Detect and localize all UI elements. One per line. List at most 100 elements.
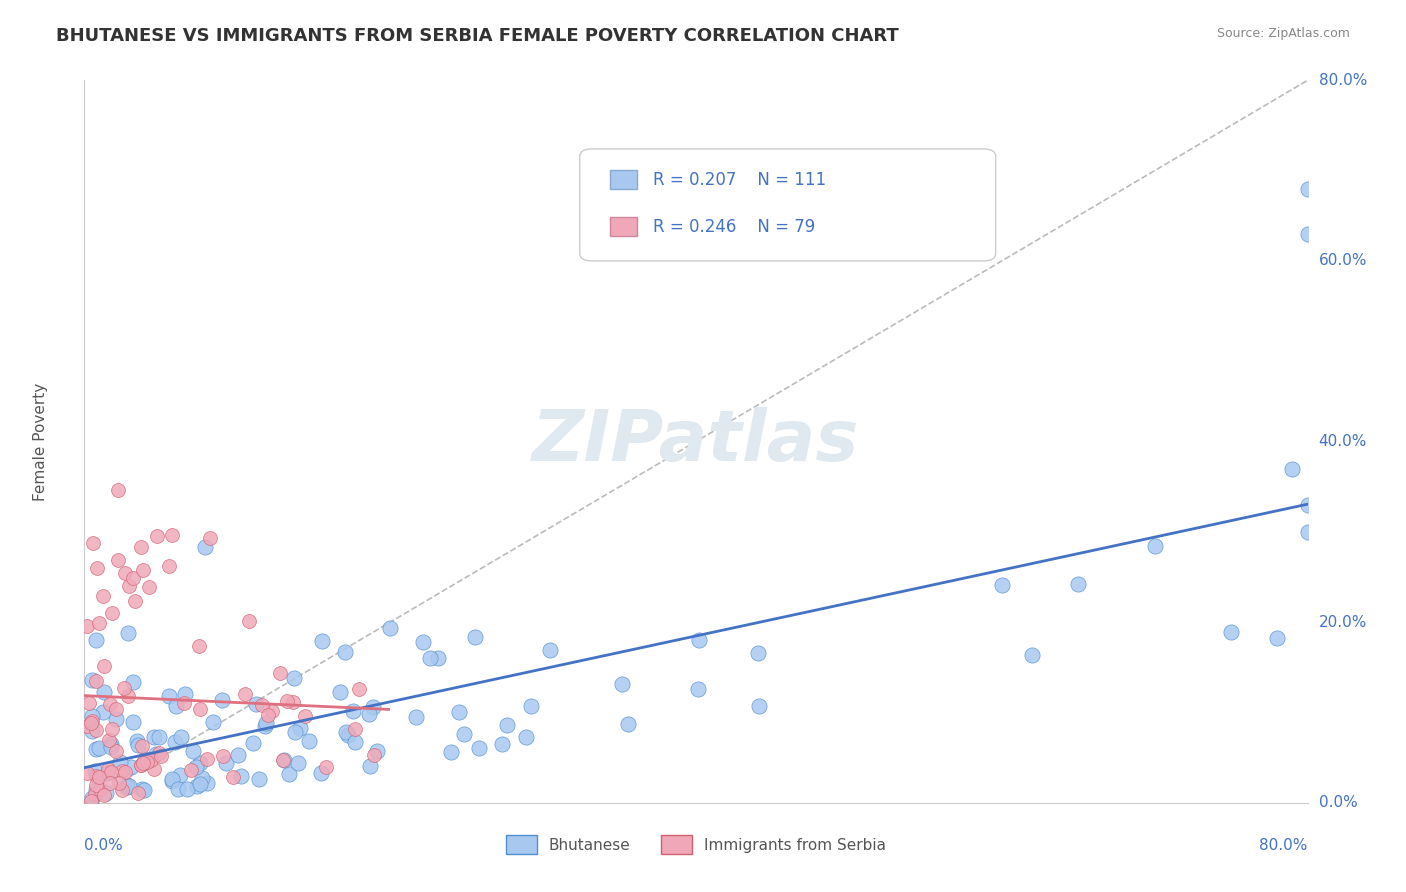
Bhutanese bbox=[84, 632, 107, 647]
Bhutanese bbox=[1143, 539, 1166, 553]
Bhutanese bbox=[201, 714, 224, 729]
Bhutanese bbox=[453, 727, 475, 741]
Text: 40.0%: 40.0% bbox=[1319, 434, 1367, 449]
Bhutanese bbox=[83, 764, 105, 778]
Bhutanese bbox=[686, 681, 709, 696]
Bhutanese bbox=[1265, 631, 1288, 645]
Bhutanese bbox=[195, 776, 218, 790]
Bhutanese bbox=[121, 714, 143, 729]
Bhutanese bbox=[273, 753, 295, 767]
Bhutanese bbox=[1067, 577, 1090, 591]
Bhutanese bbox=[515, 730, 537, 744]
Bhutanese bbox=[467, 741, 489, 756]
Bhutanese bbox=[165, 698, 187, 713]
Bhutanese bbox=[91, 705, 114, 719]
Immigrants from Serbia bbox=[127, 786, 149, 800]
Text: Source: ZipAtlas.com: Source: ZipAtlas.com bbox=[1216, 27, 1350, 40]
Bhutanese bbox=[495, 718, 517, 732]
Bhutanese bbox=[747, 646, 769, 660]
Immigrants from Serbia bbox=[141, 752, 163, 766]
Immigrants from Serbia bbox=[188, 702, 211, 716]
Bhutanese bbox=[174, 687, 197, 701]
Bhutanese bbox=[211, 692, 233, 706]
Text: 80.0%: 80.0% bbox=[1319, 73, 1367, 87]
Immigrants from Serbia bbox=[80, 716, 103, 731]
Bhutanese bbox=[134, 752, 156, 766]
Bhutanese bbox=[284, 725, 307, 739]
Immigrants from Serbia bbox=[82, 536, 104, 550]
Bhutanese bbox=[229, 769, 252, 783]
Immigrants from Serbia bbox=[118, 579, 141, 593]
Immigrants from Serbia bbox=[107, 553, 129, 567]
Immigrants from Serbia bbox=[108, 776, 131, 790]
Immigrants from Serbia bbox=[83, 787, 105, 801]
Bhutanese bbox=[1220, 624, 1243, 639]
Bhutanese bbox=[359, 758, 381, 772]
Immigrants from Serbia bbox=[124, 593, 146, 607]
Immigrants from Serbia bbox=[187, 639, 209, 653]
Bhutanese bbox=[132, 782, 155, 797]
Immigrants from Serbia bbox=[157, 559, 180, 574]
Immigrants from Serbia bbox=[104, 744, 127, 758]
Bhutanese bbox=[160, 774, 183, 789]
Bhutanese bbox=[1296, 227, 1319, 241]
Immigrants from Serbia bbox=[131, 739, 153, 754]
Immigrants from Serbia bbox=[129, 757, 152, 772]
Immigrants from Serbia bbox=[93, 788, 115, 802]
Immigrants from Serbia bbox=[114, 566, 136, 581]
Bhutanese bbox=[520, 699, 543, 714]
FancyBboxPatch shape bbox=[579, 149, 995, 260]
Bhutanese bbox=[1296, 498, 1319, 512]
Bhutanese bbox=[311, 634, 333, 648]
Bhutanese bbox=[100, 740, 122, 755]
Bhutanese bbox=[357, 707, 380, 722]
Bhutanese bbox=[176, 781, 198, 796]
Immigrants from Serbia bbox=[76, 619, 98, 633]
Bhutanese bbox=[253, 719, 276, 733]
Bhutanese bbox=[1021, 648, 1043, 663]
Immigrants from Serbia bbox=[84, 723, 107, 737]
Bhutanese bbox=[226, 748, 249, 763]
Immigrants from Serbia bbox=[84, 674, 107, 689]
Bhutanese bbox=[440, 745, 463, 759]
Bhutanese bbox=[86, 782, 108, 797]
Bhutanese bbox=[170, 730, 193, 744]
Bhutanese bbox=[127, 734, 149, 748]
Bhutanese bbox=[157, 689, 180, 703]
Immigrants from Serbia bbox=[132, 563, 155, 577]
Bhutanese bbox=[143, 730, 166, 744]
Immigrants from Serbia bbox=[271, 753, 294, 767]
Immigrants from Serbia bbox=[80, 714, 103, 729]
Bhutanese bbox=[120, 760, 142, 774]
Bhutanese bbox=[361, 700, 384, 714]
Immigrants from Serbia bbox=[100, 764, 122, 779]
Bhutanese bbox=[117, 626, 139, 640]
Bhutanese bbox=[1281, 461, 1303, 475]
Bhutanese bbox=[464, 631, 486, 645]
Bhutanese bbox=[344, 735, 367, 749]
Immigrants from Serbia bbox=[100, 776, 122, 790]
Immigrants from Serbia bbox=[250, 698, 273, 712]
Immigrants from Serbia bbox=[238, 615, 260, 629]
Immigrants from Serbia bbox=[131, 540, 153, 554]
Immigrants from Serbia bbox=[111, 782, 134, 797]
Immigrants from Serbia bbox=[198, 531, 221, 545]
Bhutanese bbox=[115, 778, 138, 792]
Bhutanese bbox=[333, 644, 356, 658]
Text: 20.0%: 20.0% bbox=[1319, 615, 1367, 630]
Text: 0.0%: 0.0% bbox=[84, 838, 124, 853]
Bhutanese bbox=[183, 744, 205, 758]
Bhutanese bbox=[991, 577, 1014, 591]
Bhutanese bbox=[96, 786, 118, 800]
Bhutanese bbox=[412, 635, 434, 649]
Immigrants from Serbia bbox=[132, 756, 155, 770]
Text: Female Poverty: Female Poverty bbox=[32, 383, 48, 500]
Immigrants from Serbia bbox=[84, 778, 107, 792]
Bhutanese bbox=[288, 721, 311, 735]
Bhutanese bbox=[491, 737, 513, 751]
Bhutanese bbox=[167, 782, 190, 797]
Bhutanese bbox=[104, 712, 127, 726]
Immigrants from Serbia bbox=[257, 708, 280, 723]
Immigrants from Serbia bbox=[107, 483, 129, 497]
Immigrants from Serbia bbox=[93, 658, 115, 673]
